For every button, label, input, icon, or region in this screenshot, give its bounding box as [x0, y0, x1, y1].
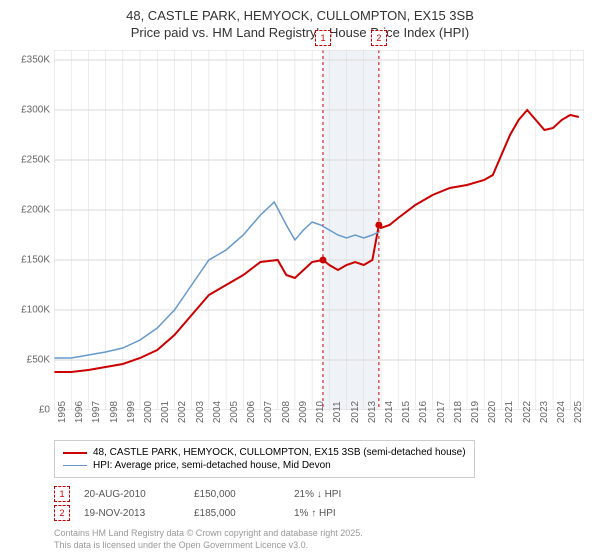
x-tick-label: 2001: [160, 401, 171, 423]
x-tick-label: 2000: [143, 401, 154, 423]
x-tick-label: 2022: [522, 401, 533, 423]
title-line1: 48, CASTLE PARK, HEMYOCK, CULLOMPTON, EX…: [126, 8, 474, 23]
legend: 48, CASTLE PARK, HEMYOCK, CULLOMPTON, EX…: [54, 440, 475, 478]
y-tick-label: £350K: [21, 55, 50, 66]
sales-row: 2 19-NOV-2013 £185,000 1% ↑ HPI: [54, 505, 341, 521]
x-tick-label: 2011: [332, 401, 343, 423]
sale-delta: 21% ↓ HPI: [294, 489, 341, 500]
y-tick-label: £50K: [27, 355, 50, 366]
sale-delta: 1% ↑ HPI: [294, 508, 336, 519]
sale-price: £150,000: [194, 489, 294, 500]
x-tick-label: 2017: [436, 401, 447, 423]
x-tick-label: 2007: [263, 401, 274, 423]
x-tick-label: 2005: [229, 401, 240, 423]
y-tick-label: £250K: [21, 155, 50, 166]
x-tick-label: 2020: [487, 401, 498, 423]
x-tick-label: 2004: [212, 401, 223, 423]
x-tick-label: 2025: [573, 401, 584, 423]
x-tick-label: 2024: [556, 401, 567, 423]
legend-swatch: [63, 465, 87, 466]
y-tick-label: £150K: [21, 255, 50, 266]
x-tick-label: 2002: [177, 401, 188, 423]
sale-index-box: 2: [54, 505, 70, 521]
x-tick-label: 2023: [539, 401, 550, 423]
sale-index-box: 1: [54, 486, 70, 502]
sale-marker-box: 1: [315, 30, 331, 46]
y-tick-label: £300K: [21, 105, 50, 116]
chart-area: £0£50K£100K£150K£200K£250K£300K£350K 199…: [54, 50, 584, 410]
attribution-line1: Contains HM Land Registry data © Crown c…: [54, 528, 363, 538]
sale-date: 19-NOV-2013: [84, 508, 194, 519]
legend-swatch: [63, 452, 87, 454]
legend-item: 48, CASTLE PARK, HEMYOCK, CULLOMPTON, EX…: [63, 447, 466, 458]
chart-container: 48, CASTLE PARK, HEMYOCK, CULLOMPTON, EX…: [0, 0, 600, 560]
x-tick-label: 1996: [74, 401, 85, 423]
attribution: Contains HM Land Registry data © Crown c…: [54, 528, 363, 551]
y-tick-label: £100K: [21, 305, 50, 316]
x-tick-label: 2009: [298, 401, 309, 423]
x-tick-label: 2003: [195, 401, 206, 423]
x-tick-label: 1999: [126, 401, 137, 423]
x-tick-label: 2018: [453, 401, 464, 423]
plot-svg: [54, 50, 584, 410]
attribution-line2: This data is licensed under the Open Gov…: [54, 540, 308, 550]
y-tick-label: £200K: [21, 205, 50, 216]
x-tick-label: 1997: [91, 401, 102, 423]
legend-item: HPI: Average price, semi-detached house,…: [63, 460, 466, 471]
x-tick-label: 2012: [350, 401, 361, 423]
x-tick-label: 1998: [109, 401, 120, 423]
sale-price: £185,000: [194, 508, 294, 519]
legend-label: 48, CASTLE PARK, HEMYOCK, CULLOMPTON, EX…: [93, 447, 466, 458]
y-tick-label: £0: [39, 405, 50, 416]
sale-date: 20-AUG-2010: [84, 489, 194, 500]
x-tick-label: 2014: [384, 401, 395, 423]
x-tick-label: 2013: [367, 401, 378, 423]
title-line2: Price paid vs. HM Land Registry's House …: [131, 25, 469, 40]
x-tick-label: 2008: [281, 401, 292, 423]
legend-label: HPI: Average price, semi-detached house,…: [93, 460, 331, 471]
x-tick-label: 2006: [246, 401, 257, 423]
sales-table: 1 20-AUG-2010 £150,000 21% ↓ HPI 2 19-NO…: [54, 483, 341, 524]
x-tick-label: 2010: [315, 401, 326, 423]
sale-marker-box: 2: [371, 30, 387, 46]
x-tick-label: 2015: [401, 401, 412, 423]
x-tick-label: 2016: [418, 401, 429, 423]
x-tick-label: 2021: [504, 401, 515, 423]
x-tick-label: 2019: [470, 401, 481, 423]
chart-title: 48, CASTLE PARK, HEMYOCK, CULLOMPTON, EX…: [0, 0, 600, 42]
x-tick-label: 1995: [57, 401, 68, 423]
sales-row: 1 20-AUG-2010 £150,000 21% ↓ HPI: [54, 486, 341, 502]
